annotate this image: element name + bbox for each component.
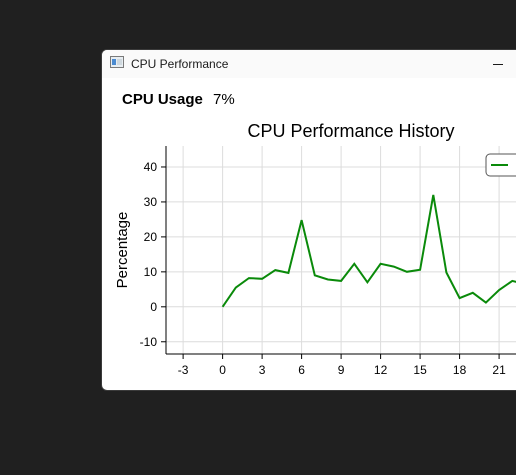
x-tick-label: 6 xyxy=(298,363,305,377)
x-tick-label: 0 xyxy=(219,363,226,377)
app-window-icon xyxy=(110,56,124,68)
y-tick-label: 30 xyxy=(144,195,158,209)
x-tick-label: 3 xyxy=(259,363,266,377)
x-tick-label: 15 xyxy=(413,363,427,377)
window-title: CPU Performance xyxy=(131,57,229,71)
minimize-button[interactable] xyxy=(486,55,510,73)
cpu-performance-window: CPU Performance CPU Usage 7% CPU Perform… xyxy=(101,49,516,391)
title-bar[interactable]: CPU Performance xyxy=(102,50,516,78)
series-line xyxy=(221,194,516,308)
chart-title: CPU Performance History xyxy=(247,121,454,141)
cpu-history-chart: CPU Performance History Percentage -3 0 3 6 9 1… xyxy=(114,121,516,377)
x-tick-label: 18 xyxy=(453,363,467,377)
x-tick-label: 9 xyxy=(338,363,345,377)
cpu-usage-row: CPU Usage 7% xyxy=(122,91,235,108)
y-tick-label: -10 xyxy=(140,335,158,349)
cpu-usage-label: CPU Usage xyxy=(122,91,203,108)
y-tick-label: 40 xyxy=(144,160,158,174)
y-tick-label: 0 xyxy=(150,300,157,314)
y-tick-label: 10 xyxy=(144,265,158,279)
y-tick-label: 20 xyxy=(144,230,158,244)
y-axis-label: Percentage xyxy=(114,212,131,289)
x-tick-label: 21 xyxy=(492,363,506,377)
cpu-usage-value: 7% xyxy=(213,91,235,108)
x-tick-label: -3 xyxy=(178,363,189,377)
x-tick-label: 12 xyxy=(374,363,388,377)
minimize-icon xyxy=(493,63,503,65)
